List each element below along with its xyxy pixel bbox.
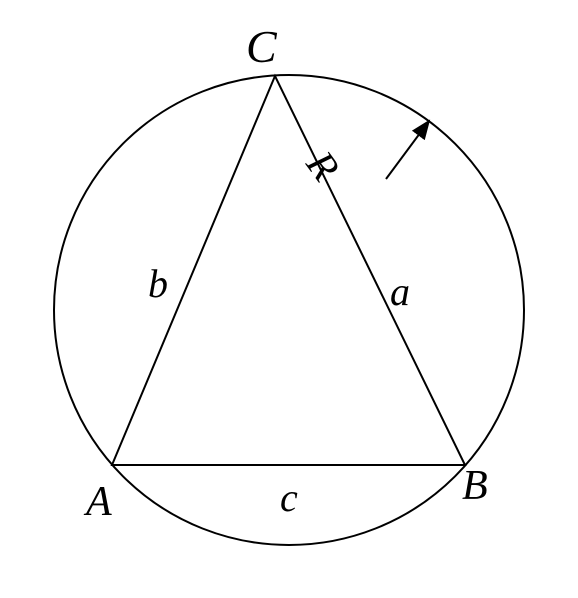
label-vertex-a: A	[86, 478, 112, 526]
label-side-b: b	[148, 260, 168, 307]
label-side-c: c	[280, 474, 298, 521]
label-vertex-c: C	[246, 20, 277, 73]
radius-segment	[386, 121, 429, 179]
label-vertex-b: B	[462, 462, 488, 510]
geometry-diagram: C A B a b c R	[0, 0, 578, 598]
label-side-a: a	[390, 268, 410, 315]
